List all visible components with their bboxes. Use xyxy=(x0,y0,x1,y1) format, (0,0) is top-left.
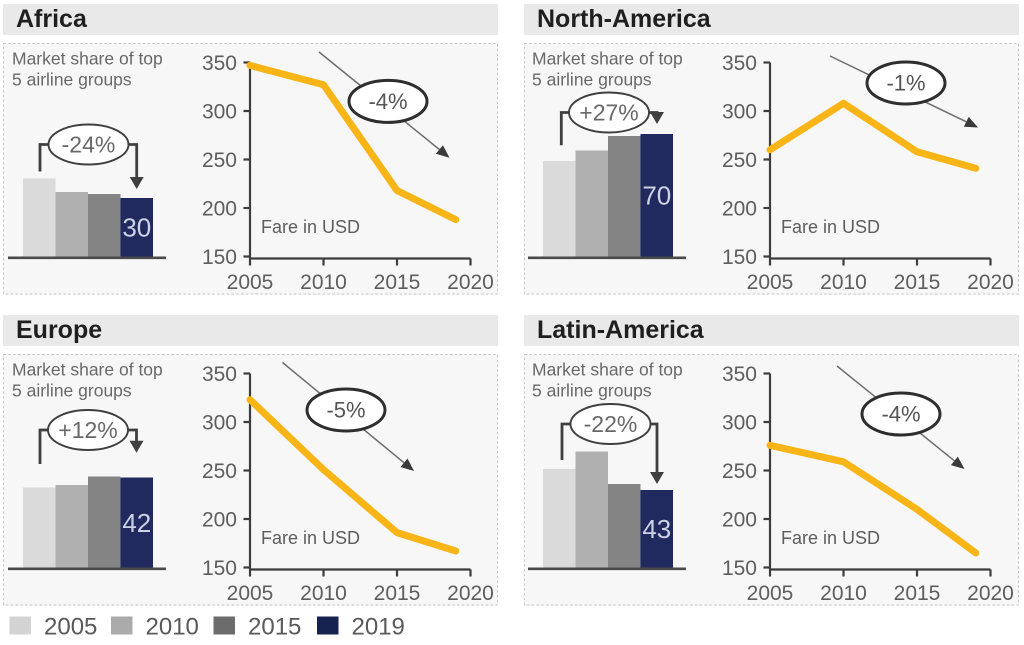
svg-text:2015: 2015 xyxy=(374,271,421,294)
svg-text:2015: 2015 xyxy=(894,582,941,605)
svg-text:150: 150 xyxy=(722,557,757,580)
svg-text:43: 43 xyxy=(642,514,671,544)
svg-text:2020: 2020 xyxy=(447,582,494,605)
svg-text:150: 150 xyxy=(202,557,237,580)
svg-text:200: 200 xyxy=(722,509,757,532)
svg-text:350: 350 xyxy=(722,363,757,386)
svg-text:-4%: -4% xyxy=(368,89,407,114)
svg-text:Market share of top: Market share of top xyxy=(532,49,683,69)
svg-text:2020: 2020 xyxy=(967,582,1014,605)
svg-text:2005: 2005 xyxy=(227,582,274,605)
svg-text:2019: 2019 xyxy=(352,614,405,641)
svg-text:30: 30 xyxy=(122,213,151,243)
svg-text:350: 350 xyxy=(202,363,237,386)
svg-text:5 airline groups: 5 airline groups xyxy=(12,381,132,401)
svg-text:200: 200 xyxy=(202,198,237,221)
svg-text:Fare in USD: Fare in USD xyxy=(261,528,360,548)
svg-text:300: 300 xyxy=(202,412,237,435)
svg-text:200: 200 xyxy=(722,198,757,221)
svg-text:-5%: -5% xyxy=(326,398,365,423)
svg-text:250: 250 xyxy=(202,460,237,483)
svg-text:2010: 2010 xyxy=(300,271,347,294)
svg-text:300: 300 xyxy=(722,101,757,124)
svg-text:2010: 2010 xyxy=(820,271,867,294)
svg-text:-4%: -4% xyxy=(881,402,920,427)
svg-text:250: 250 xyxy=(722,149,757,172)
svg-text:150: 150 xyxy=(202,246,237,269)
svg-text:2020: 2020 xyxy=(967,271,1014,294)
svg-text:2015: 2015 xyxy=(894,271,941,294)
svg-text:2010: 2010 xyxy=(820,582,867,605)
svg-text:+27%: +27% xyxy=(579,100,638,126)
svg-text:2010: 2010 xyxy=(300,582,347,605)
svg-text:150: 150 xyxy=(722,246,757,269)
svg-text:2010: 2010 xyxy=(146,614,199,641)
svg-text:300: 300 xyxy=(722,412,757,435)
svg-text:2015: 2015 xyxy=(248,614,301,641)
svg-text:-1%: -1% xyxy=(886,71,925,96)
svg-text:70: 70 xyxy=(642,181,671,211)
svg-text:Market share of top: Market share of top xyxy=(12,49,163,69)
svg-text:350: 350 xyxy=(202,52,237,75)
svg-text:+12%: +12% xyxy=(58,417,117,443)
svg-text:-22%: -22% xyxy=(584,411,638,437)
svg-text:2005: 2005 xyxy=(747,271,794,294)
svg-text:250: 250 xyxy=(722,460,757,483)
svg-text:300: 300 xyxy=(202,101,237,124)
svg-text:5 airline groups: 5 airline groups xyxy=(12,70,132,90)
svg-text:2015: 2015 xyxy=(374,582,421,605)
svg-text:2005: 2005 xyxy=(747,582,794,605)
svg-text:-24%: -24% xyxy=(62,132,116,158)
svg-text:200: 200 xyxy=(202,509,237,532)
svg-text:Fare in USD: Fare in USD xyxy=(261,217,360,237)
svg-text:5 airline groups: 5 airline groups xyxy=(532,70,652,90)
svg-text:42: 42 xyxy=(122,508,151,538)
svg-text:Market share of top: Market share of top xyxy=(12,360,163,380)
svg-text:Fare in USD: Fare in USD xyxy=(781,217,880,237)
svg-text:2005: 2005 xyxy=(227,271,274,294)
svg-text:Fare in USD: Fare in USD xyxy=(781,528,880,548)
svg-text:5 airline groups: 5 airline groups xyxy=(532,381,652,401)
svg-text:350: 350 xyxy=(722,52,757,75)
svg-text:2005: 2005 xyxy=(44,614,97,641)
svg-text:2020: 2020 xyxy=(447,271,494,294)
svg-text:Market share of top: Market share of top xyxy=(532,360,683,380)
svg-text:250: 250 xyxy=(202,149,237,172)
